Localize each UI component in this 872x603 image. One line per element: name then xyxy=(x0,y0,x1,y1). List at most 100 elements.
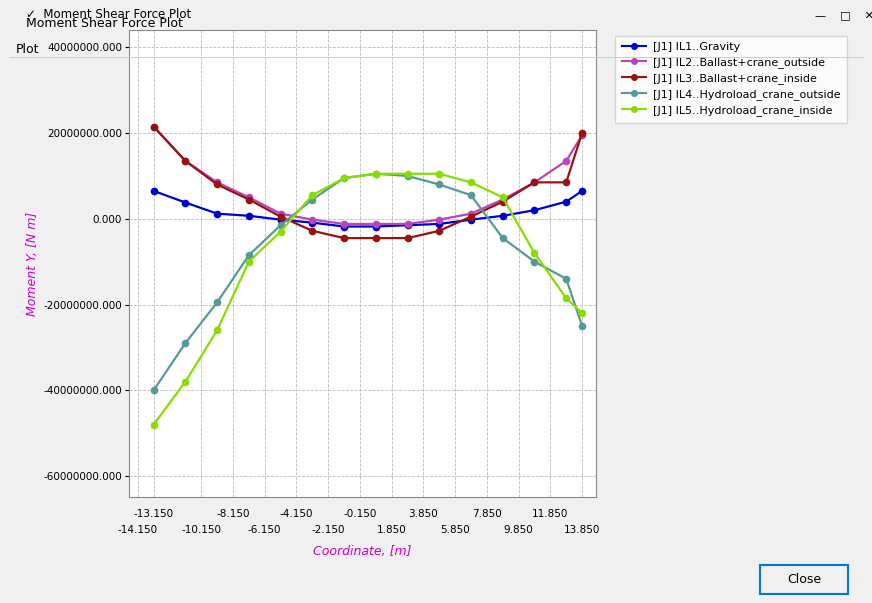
[J1] IL2..Ballast+crane_outside xyxy=(243,194,254,201)
[J1] IL2..Ballast+crane_outside xyxy=(307,216,317,223)
[J1] IL1..Gravity xyxy=(529,207,540,214)
[J1] IL4..Hydroload_crane_outside xyxy=(529,258,540,265)
[J1] IL2..Ballast+crane_outside xyxy=(148,123,159,130)
[J1] IL4..Hydroload_crane_outside xyxy=(371,170,381,177)
[J1] IL3..Ballast+crane_inside xyxy=(371,235,381,242)
[J1] IL2..Ballast+crane_outside xyxy=(371,220,381,227)
[J1] IL2..Ballast+crane_outside xyxy=(402,220,412,227)
Text: -2.150: -2.150 xyxy=(311,525,345,535)
[J1] IL2..Ballast+crane_outside xyxy=(561,157,571,165)
[J1] IL1..Gravity xyxy=(148,188,159,195)
[J1] IL5..Hydroload_crane_inside xyxy=(339,174,350,182)
Legend: [J1] IL1..Gravity, [J1] IL2..Ballast+crane_outside, [J1] IL3..Ballast+crane_insi: [J1] IL1..Gravity, [J1] IL2..Ballast+cra… xyxy=(615,36,848,122)
Text: 11.850: 11.850 xyxy=(532,508,569,519)
[J1] IL4..Hydroload_crane_outside xyxy=(466,192,476,199)
[J1] IL5..Hydroload_crane_inside xyxy=(243,258,254,265)
[J1] IL3..Ballast+crane_inside xyxy=(339,235,350,242)
[J1] IL5..Hydroload_crane_inside xyxy=(434,170,445,177)
[J1] IL2..Ballast+crane_outside xyxy=(339,220,350,227)
Text: -13.150: -13.150 xyxy=(133,508,174,519)
Text: -6.150: -6.150 xyxy=(248,525,282,535)
[J1] IL5..Hydroload_crane_inside xyxy=(529,250,540,257)
[J1] IL3..Ballast+crane_inside xyxy=(243,196,254,203)
Text: 1.850: 1.850 xyxy=(377,525,406,535)
[J1] IL3..Ballast+crane_inside xyxy=(498,198,508,205)
[J1] IL1..Gravity xyxy=(371,223,381,230)
[J1] IL1..Gravity xyxy=(577,188,588,195)
Text: 7.850: 7.850 xyxy=(472,508,501,519)
[J1] IL3..Ballast+crane_inside xyxy=(402,235,412,242)
Text: -4.150: -4.150 xyxy=(280,508,313,519)
[J1] IL3..Ballast+crane_inside xyxy=(307,227,317,235)
[J1] IL2..Ballast+crane_outside xyxy=(212,178,222,186)
Y-axis label: Moment Y, [N m]: Moment Y, [N m] xyxy=(26,212,39,316)
[J1] IL5..Hydroload_crane_inside xyxy=(181,378,191,385)
[J1] IL1..Gravity xyxy=(181,199,191,206)
[J1] IL3..Ballast+crane_inside xyxy=(212,181,222,188)
[J1] IL3..Ballast+crane_inside xyxy=(529,178,540,186)
[J1] IL1..Gravity xyxy=(212,210,222,217)
[J1] IL5..Hydroload_crane_inside xyxy=(402,170,412,177)
[J1] IL2..Ballast+crane_outside xyxy=(276,210,286,217)
Text: -8.150: -8.150 xyxy=(216,508,249,519)
[J1] IL3..Ballast+crane_inside xyxy=(577,130,588,137)
Line: [J1] IL3..Ballast+crane_inside: [J1] IL3..Ballast+crane_inside xyxy=(151,124,585,241)
[J1] IL3..Ballast+crane_inside xyxy=(276,213,286,220)
[J1] IL1..Gravity xyxy=(434,220,445,227)
Text: 13.850: 13.850 xyxy=(564,525,600,535)
[J1] IL2..Ballast+crane_outside xyxy=(498,196,508,203)
[J1] IL4..Hydroload_crane_outside xyxy=(434,181,445,188)
[J1] IL4..Hydroload_crane_outside xyxy=(148,387,159,394)
[J1] IL5..Hydroload_crane_inside xyxy=(561,294,571,302)
[J1] IL4..Hydroload_crane_outside xyxy=(577,323,588,330)
Text: ✓  Moment Shear Force Plot: ✓ Moment Shear Force Plot xyxy=(26,8,192,22)
[J1] IL1..Gravity xyxy=(243,212,254,219)
[J1] IL4..Hydroload_crane_outside xyxy=(307,196,317,203)
[J1] IL2..Ballast+crane_outside xyxy=(434,216,445,223)
[J1] IL2..Ballast+crane_outside xyxy=(181,157,191,165)
Text: -14.150: -14.150 xyxy=(118,525,158,535)
[J1] IL3..Ballast+crane_inside xyxy=(434,227,445,235)
[J1] IL1..Gravity xyxy=(498,212,508,219)
Text: -10.150: -10.150 xyxy=(181,525,221,535)
Text: -0.150: -0.150 xyxy=(344,508,377,519)
[J1] IL3..Ballast+crane_inside xyxy=(148,123,159,130)
[J1] IL3..Ballast+crane_inside xyxy=(561,178,571,186)
[J1] IL2..Ballast+crane_outside xyxy=(577,131,588,139)
Text: 3.850: 3.850 xyxy=(409,508,439,519)
Text: —    □    ✕: — □ ✕ xyxy=(815,10,872,20)
Text: Moment Shear Force Plot: Moment Shear Force Plot xyxy=(26,17,183,30)
[J1] IL5..Hydroload_crane_inside xyxy=(148,421,159,428)
Line: [J1] IL4..Hydroload_crane_outside: [J1] IL4..Hydroload_crane_outside xyxy=(151,171,585,393)
[J1] IL2..Ballast+crane_outside xyxy=(529,178,540,186)
[J1] IL4..Hydroload_crane_outside xyxy=(402,172,412,180)
[J1] IL1..Gravity xyxy=(402,222,412,229)
[J1] IL4..Hydroload_crane_outside xyxy=(561,275,571,282)
Text: 5.850: 5.850 xyxy=(440,525,470,535)
X-axis label: Coordinate, [m]: Coordinate, [m] xyxy=(313,545,412,558)
[J1] IL5..Hydroload_crane_inside xyxy=(466,178,476,186)
[J1] IL5..Hydroload_crane_inside xyxy=(498,194,508,201)
[J1] IL5..Hydroload_crane_inside xyxy=(307,192,317,199)
Line: [J1] IL2..Ballast+crane_outside: [J1] IL2..Ballast+crane_outside xyxy=(151,124,585,227)
[J1] IL4..Hydroload_crane_outside xyxy=(243,251,254,259)
[J1] IL4..Hydroload_crane_outside xyxy=(276,222,286,229)
[J1] IL2..Ballast+crane_outside xyxy=(466,210,476,217)
[J1] IL3..Ballast+crane_inside xyxy=(466,213,476,220)
Text: 9.850: 9.850 xyxy=(504,525,534,535)
[J1] IL4..Hydroload_crane_outside xyxy=(181,339,191,347)
Text: Close: Close xyxy=(787,573,821,586)
[J1] IL4..Hydroload_crane_outside xyxy=(212,298,222,306)
[J1] IL1..Gravity xyxy=(276,216,286,223)
[J1] IL5..Hydroload_crane_inside xyxy=(371,170,381,177)
[J1] IL1..Gravity xyxy=(466,216,476,223)
[J1] IL1..Gravity xyxy=(339,223,350,230)
[J1] IL4..Hydroload_crane_outside xyxy=(339,174,350,182)
[J1] IL1..Gravity xyxy=(307,219,317,226)
[J1] IL5..Hydroload_crane_inside xyxy=(212,327,222,334)
Text: Plot: Plot xyxy=(16,43,39,57)
[J1] IL1..Gravity xyxy=(561,198,571,205)
Line: [J1] IL5..Hydroload_crane_inside: [J1] IL5..Hydroload_crane_inside xyxy=(151,171,585,428)
[J1] IL5..Hydroload_crane_inside xyxy=(577,309,588,317)
Line: [J1] IL1..Gravity: [J1] IL1..Gravity xyxy=(151,188,585,230)
